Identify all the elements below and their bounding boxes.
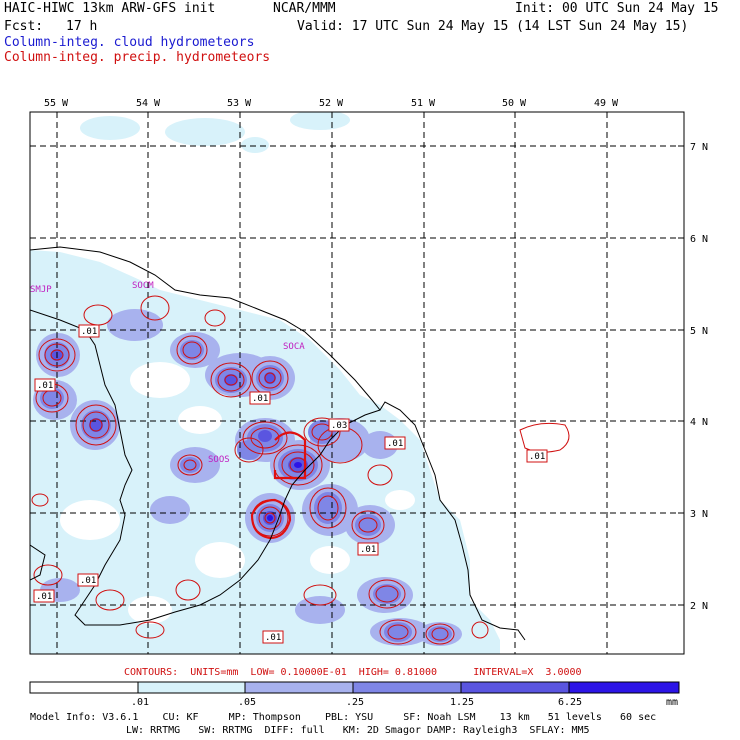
precip-field-label: Column-integ. precip. hydrometeors xyxy=(4,50,271,65)
station-labels: SMJP SOCM SOCA SOOS xyxy=(30,281,305,465)
lat-lon-grid xyxy=(30,112,684,654)
lon-axis-labels: 55 W 54 W 53 W 52 W 51 W 50 W 49 W xyxy=(44,98,619,109)
colorbar-tick: .25 xyxy=(346,697,364,708)
lon-label: 53 W xyxy=(227,98,252,109)
lat-label: 2 N xyxy=(690,601,708,612)
forecast-hour: 17 h xyxy=(66,19,98,34)
institution-label: NCAR/MMM xyxy=(273,1,336,16)
contours-info: CONTOURS: UNITS=mm LOW= 0.10000E-01 HIGH… xyxy=(124,667,582,678)
cloud-field-label: Column-integ. cloud hydrometeors xyxy=(4,35,255,50)
lat-axis-labels: 7 N 6 N 5 N 4 N 3 N 2 N xyxy=(690,142,708,612)
station-label: SOCA xyxy=(283,342,305,352)
lat-label: 4 N xyxy=(690,417,708,428)
contour-label: .01 xyxy=(36,592,52,602)
valid-time: Valid: 17 UTC Sun 24 May 15 (14 LST Sun … xyxy=(297,19,689,34)
coastline xyxy=(30,246,526,641)
station-label: SOCM xyxy=(132,281,154,291)
contour-label: .01 xyxy=(80,576,96,586)
lon-label: 55 W xyxy=(44,98,69,109)
colorbar-ticks: .01 .05 .25 1.25 6.25 mm xyxy=(131,697,678,708)
colorbar-tick: 1.25 xyxy=(450,697,474,708)
colorbar xyxy=(29,681,680,694)
cloud-shading xyxy=(30,112,500,654)
lon-label: 52 W xyxy=(319,98,344,109)
model-info-line1: Model Info: V3.6.1 CU: KF MP: Thompson P… xyxy=(30,712,657,723)
lat-label: 6 N xyxy=(690,234,708,245)
contour-label: .01 xyxy=(265,633,281,643)
colorbar-tick: .01 xyxy=(131,697,149,708)
contour-label: .01 xyxy=(387,439,403,449)
lon-label: 51 W xyxy=(411,98,436,109)
model-info-line2: LW: RRTMG SW: RRTMG DIFF: full KM: 2D Sm… xyxy=(126,725,590,736)
lat-label: 5 N xyxy=(690,326,708,337)
contour-label: .01 xyxy=(360,545,376,555)
plot-title: HAIC-HIWC 13km ARW-GFS init xyxy=(4,1,216,16)
station-label: SOOS xyxy=(208,455,230,465)
forecast-label: Fcst: xyxy=(4,19,44,34)
contour-label: .03 xyxy=(331,421,347,431)
contour-label: .01 xyxy=(529,452,545,462)
lon-label: 50 W xyxy=(502,98,527,109)
init-time: Init: 00 UTC Sun 24 May 15 xyxy=(515,1,719,16)
lat-label: 7 N xyxy=(690,142,708,153)
lon-label: 54 W xyxy=(136,98,161,109)
colorbar-units: mm xyxy=(666,697,678,708)
contour-label: .01 xyxy=(81,327,97,337)
contour-value-labels: .01 .01 .01 .03 .01 .01 .01 .01 .01 .01 xyxy=(33,324,548,644)
colorbar-tick: .05 xyxy=(238,697,256,708)
station-label: SMJP xyxy=(30,285,52,295)
contour-label: .01 xyxy=(37,381,53,391)
contour-label: .01 xyxy=(252,394,268,404)
colorbar-tick: 6.25 xyxy=(558,697,582,708)
lon-label: 49 W xyxy=(594,98,619,109)
lat-label: 3 N xyxy=(690,509,708,520)
